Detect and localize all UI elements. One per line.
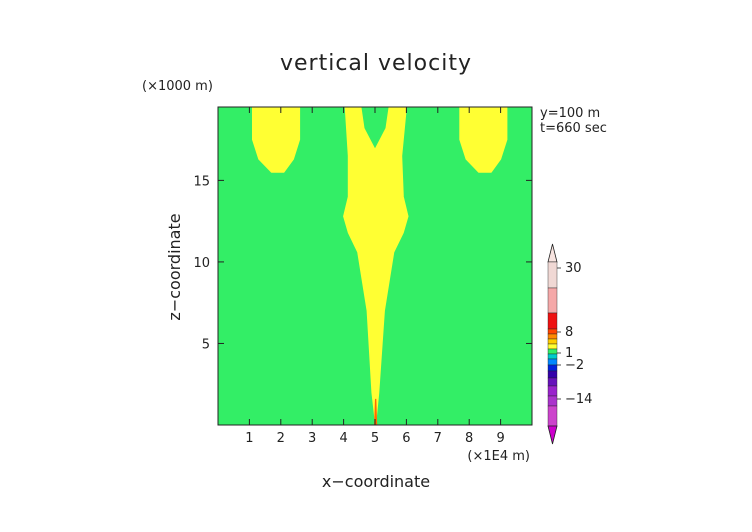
colorbar-bin (547, 395, 558, 407)
colorbar-bin (547, 405, 558, 427)
x-axis-ticks: 1 2 3 4 5 6 7 8 9 (245, 107, 505, 446)
plot-area: 1 2 3 4 5 6 7 8 9 5 10 15 (193, 106, 533, 446)
colorbar-bin (547, 358, 558, 366)
y-tick-label: 15 (193, 174, 210, 189)
y-unit-label: (×1000 m) (142, 79, 213, 94)
x-tick-label: 6 (402, 431, 410, 446)
colorbar-bottom-arrow (547, 425, 558, 445)
chart-title: vertical velocity (280, 51, 472, 76)
colorbar: 30 8 1−2 −14 (547, 243, 592, 445)
x-tick-label: 2 (277, 431, 285, 446)
x-axis-label: x−coordinate (322, 472, 430, 491)
x-tick-label: 9 (496, 431, 504, 446)
x-tick-label: 4 (339, 431, 347, 446)
colorbar-label: −14 (565, 392, 592, 407)
colorbar-bin (547, 353, 558, 360)
x-tick-label: 8 (465, 431, 473, 446)
core-mark (374, 398, 378, 425)
x-tick-label: 3 (308, 431, 316, 446)
colorbar-bin (547, 287, 558, 314)
y-axis-ticks: 5 10 15 (193, 174, 532, 352)
x-tick-label: 7 (434, 431, 442, 446)
x-unit-label: (×1E4 m) (467, 449, 530, 464)
colorbar-bin (547, 261, 558, 289)
updraft-regions (252, 106, 508, 426)
y-axis-label: z−coordinate (165, 213, 184, 320)
x-tick-label: 1 (245, 431, 253, 446)
y-tick-label: 10 (193, 256, 210, 271)
colorbar-label: 1 (565, 346, 573, 361)
colorbar-bin (547, 328, 558, 335)
colorbar-bin (547, 348, 558, 355)
colorbar-bin (547, 333, 558, 340)
colorbar-bin (547, 312, 558, 330)
colorbar-bin (547, 377, 558, 387)
info-position: y=100 m (540, 106, 600, 121)
colorbar-bin (547, 338, 558, 345)
colorbar-bin (547, 364, 558, 372)
colorbar-label: 30 (565, 261, 582, 276)
colorbar-label: 8 (565, 325, 573, 340)
info-time: t=660 sec (540, 121, 607, 136)
central-updraft (343, 106, 409, 426)
colorbar-top-arrow (547, 243, 558, 263)
y-tick-label: 5 (202, 337, 210, 352)
colorbar-label: −2 (565, 358, 584, 373)
left-upper-plume (252, 106, 301, 173)
right-upper-plume (459, 106, 508, 173)
colorbar-bin (547, 385, 558, 397)
x-tick-label: 5 (371, 431, 379, 446)
colorbar-bin (547, 343, 558, 350)
colorbar-bin (547, 370, 558, 379)
updraft-core (374, 398, 378, 425)
